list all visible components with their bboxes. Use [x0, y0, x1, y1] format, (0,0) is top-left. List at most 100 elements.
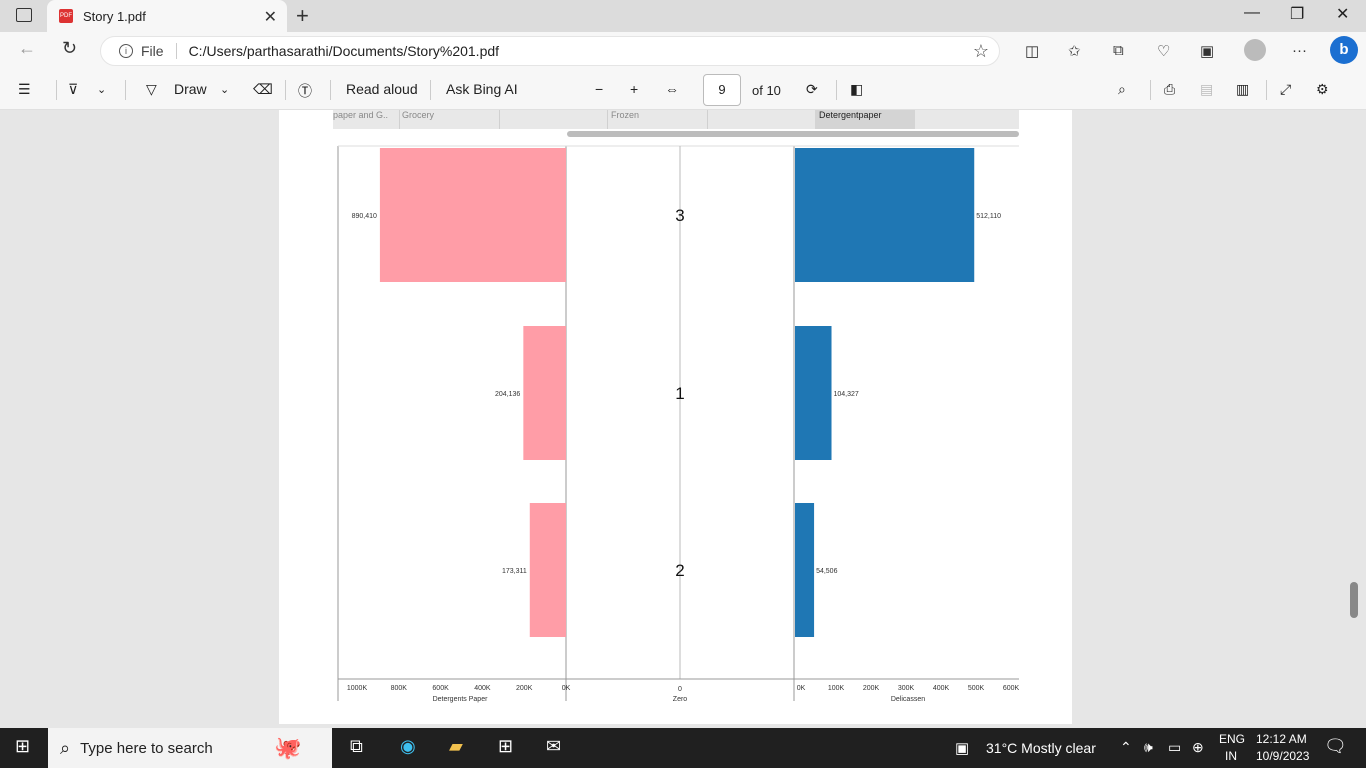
tick-label-left: 1000K — [347, 685, 368, 692]
divider — [285, 80, 286, 100]
search-placeholder: Type here to search — [80, 739, 213, 757]
category-label: 3 — [675, 206, 684, 225]
horizontal-scrollbar[interactable] — [567, 131, 1019, 137]
edge-icon[interactable]: ◉ — [400, 736, 416, 756]
read-aloud-button[interactable]: Read aloud — [346, 81, 418, 97]
tick-label-right: 600K — [1003, 685, 1020, 692]
volume-icon[interactable]: 🕪 — [1144, 739, 1153, 755]
minimize-icon[interactable]: — — [1244, 4, 1260, 21]
text-icon[interactable]: Ⓣ — [298, 83, 312, 99]
tick-label-left: 200K — [516, 685, 533, 692]
title-bar: PDF Story 1.pdf ✕ + — ❐ ✕ — [0, 0, 1366, 32]
info-icon[interactable]: i — [119, 44, 133, 58]
search-icon[interactable]: ⌕ — [1118, 81, 1126, 97]
tick-label-right: 300K — [898, 685, 915, 692]
chevron-down-icon[interactable]: ⌄ — [220, 84, 230, 96]
bar-delicassen[interactable] — [795, 503, 815, 637]
clock-time[interactable]: 12:12 AM — [1256, 732, 1307, 746]
mail-icon[interactable]: ✉ — [546, 736, 562, 756]
axis-label-zero: Zero — [673, 696, 688, 703]
draw-button[interactable]: Draw — [174, 81, 207, 97]
divider — [1150, 80, 1151, 100]
store-icon[interactable]: ⊞ — [498, 736, 514, 756]
profile-avatar[interactable] — [1244, 39, 1266, 61]
bar-detergents-paper[interactable] — [523, 326, 566, 460]
split-screen-icon[interactable]: ◫ — [1025, 43, 1040, 60]
category-labels: 3 1 2 — [675, 206, 684, 580]
task-view-icon[interactable]: ⧉ — [350, 736, 363, 756]
favorites-icon[interactable]: ✩ — [1068, 43, 1081, 60]
eraser-icon[interactable]: ⌫ — [253, 81, 273, 97]
tick-label-right: 0K — [797, 685, 806, 692]
windows-start-icon[interactable]: ⊞ — [15, 736, 31, 756]
close-tab-icon[interactable]: ✕ — [263, 9, 277, 26]
tab-title: Story 1.pdf — [83, 8, 146, 24]
pdf-toolbar: ☰ ⊽ ⌄ ▽ Draw ⌄ ⌫ Ⓣ Read aloud Ask Bing A… — [0, 70, 1366, 110]
vertical-scrollbar[interactable] — [1350, 582, 1358, 618]
zoom-out-icon[interactable]: − — [595, 81, 604, 97]
divider — [125, 80, 126, 100]
network-icon[interactable]: ⊕ — [1192, 739, 1204, 755]
filter-item-selected[interactable]: Detergentpaper — [815, 110, 915, 129]
bar-delicassen[interactable] — [795, 326, 832, 460]
bar-detergents-paper[interactable] — [529, 503, 566, 637]
battery-icon[interactable]: ▭ — [1168, 739, 1182, 755]
filter-item[interactable]: Frozen — [607, 110, 707, 129]
language-top[interactable]: ENG — [1219, 732, 1246, 746]
delicassen-ticks: 0K 100K 200K 300K 400K 500K 600K — [797, 685, 1020, 692]
wallet-icon[interactable]: ▣ — [1200, 43, 1215, 60]
more-menu-icon[interactable]: ··· — [1292, 42, 1307, 59]
rotate-icon[interactable]: ⟳ — [806, 81, 818, 97]
filter-item[interactable]: paper and G.. — [333, 110, 389, 120]
language-bottom[interactable]: IN — [1225, 749, 1237, 763]
tick-label-left: 400K — [474, 685, 491, 692]
filter-bar: paper and G.. Grocery Frozen Detergentpa… — [333, 110, 1019, 129]
divider — [175, 43, 177, 59]
page-view-icon[interactable]: ◧ — [850, 81, 864, 97]
save-as-icon[interactable]: ▥ — [1236, 81, 1250, 97]
url-text[interactable]: C:/Users/parthasarathi/Documents/Story%2… — [188, 43, 500, 59]
divider — [836, 80, 837, 100]
favorite-star-icon[interactable]: ☆ — [972, 40, 989, 61]
settings-gear-icon[interactable]: ⚙ — [1316, 81, 1329, 97]
page-number-input[interactable]: 9 — [703, 74, 741, 106]
draw-icon[interactable]: ▽ — [146, 81, 157, 97]
tick-label-right: 100K — [828, 685, 845, 692]
collections-icon[interactable]: ⧉ — [1113, 42, 1124, 59]
contents-icon[interactable]: ☰ — [18, 81, 31, 97]
ask-bing-button[interactable]: Ask Bing AI — [446, 81, 518, 97]
notifications-icon[interactable]: 🗨 — [1324, 736, 1347, 756]
tab-actions-icon[interactable] — [16, 8, 32, 22]
performance-icon[interactable]: ♡ — [1157, 43, 1171, 60]
back-icon[interactable]: ← — [18, 38, 36, 58]
close-window-icon[interactable]: ✕ — [1336, 6, 1350, 23]
restore-icon[interactable]: ❐ — [1290, 6, 1305, 23]
divider — [1266, 80, 1267, 100]
taskbar-search[interactable]: ⌕ Type here to search 🐙 — [48, 728, 332, 768]
zoom-in-icon[interactable]: + — [630, 81, 639, 97]
tab-story-pdf[interactable]: PDF Story 1.pdf ✕ — [47, 0, 287, 32]
fullscreen-icon[interactable]: ⤢ — [1280, 81, 1292, 97]
filter-item[interactable]: Grocery — [399, 110, 499, 129]
detergents-paper-ticks: 1000K 800K 600K 400K 200K 0K — [347, 685, 571, 692]
clock-date[interactable]: 10/9/2023 — [1256, 749, 1310, 763]
divider — [430, 80, 431, 100]
chevron-up-icon[interactable]: ⌃ — [1120, 739, 1132, 755]
refresh-icon[interactable]: ↻ — [62, 38, 78, 58]
address-prefix: File — [141, 43, 164, 59]
print-icon[interactable]: ⎙ — [1164, 81, 1176, 97]
file-explorer-icon[interactable]: ▰ — [449, 736, 463, 756]
fit-page-icon[interactable]: ⇔ — [665, 81, 679, 97]
bar-detergents-paper[interactable] — [379, 148, 566, 282]
bar-delicassen[interactable] — [795, 148, 975, 282]
highlight-icon[interactable]: ⊽ — [68, 81, 79, 97]
new-tab-button[interactable]: + — [296, 3, 309, 28]
page-total: of 10 — [752, 83, 781, 98]
address-bar[interactable]: i File C:/Users/parthasarathi/Documents/… — [100, 36, 1000, 66]
data-label-delicassen: 512,110 — [976, 213, 1001, 220]
save-icon: ▤ — [1200, 81, 1214, 97]
weather-text[interactable]: 31°C Mostly clear — [986, 740, 1096, 756]
weather-icon: ▣ — [955, 740, 970, 757]
chevron-down-icon[interactable]: ⌄ — [97, 84, 107, 96]
bing-chat-icon[interactable]: b — [1330, 36, 1358, 64]
